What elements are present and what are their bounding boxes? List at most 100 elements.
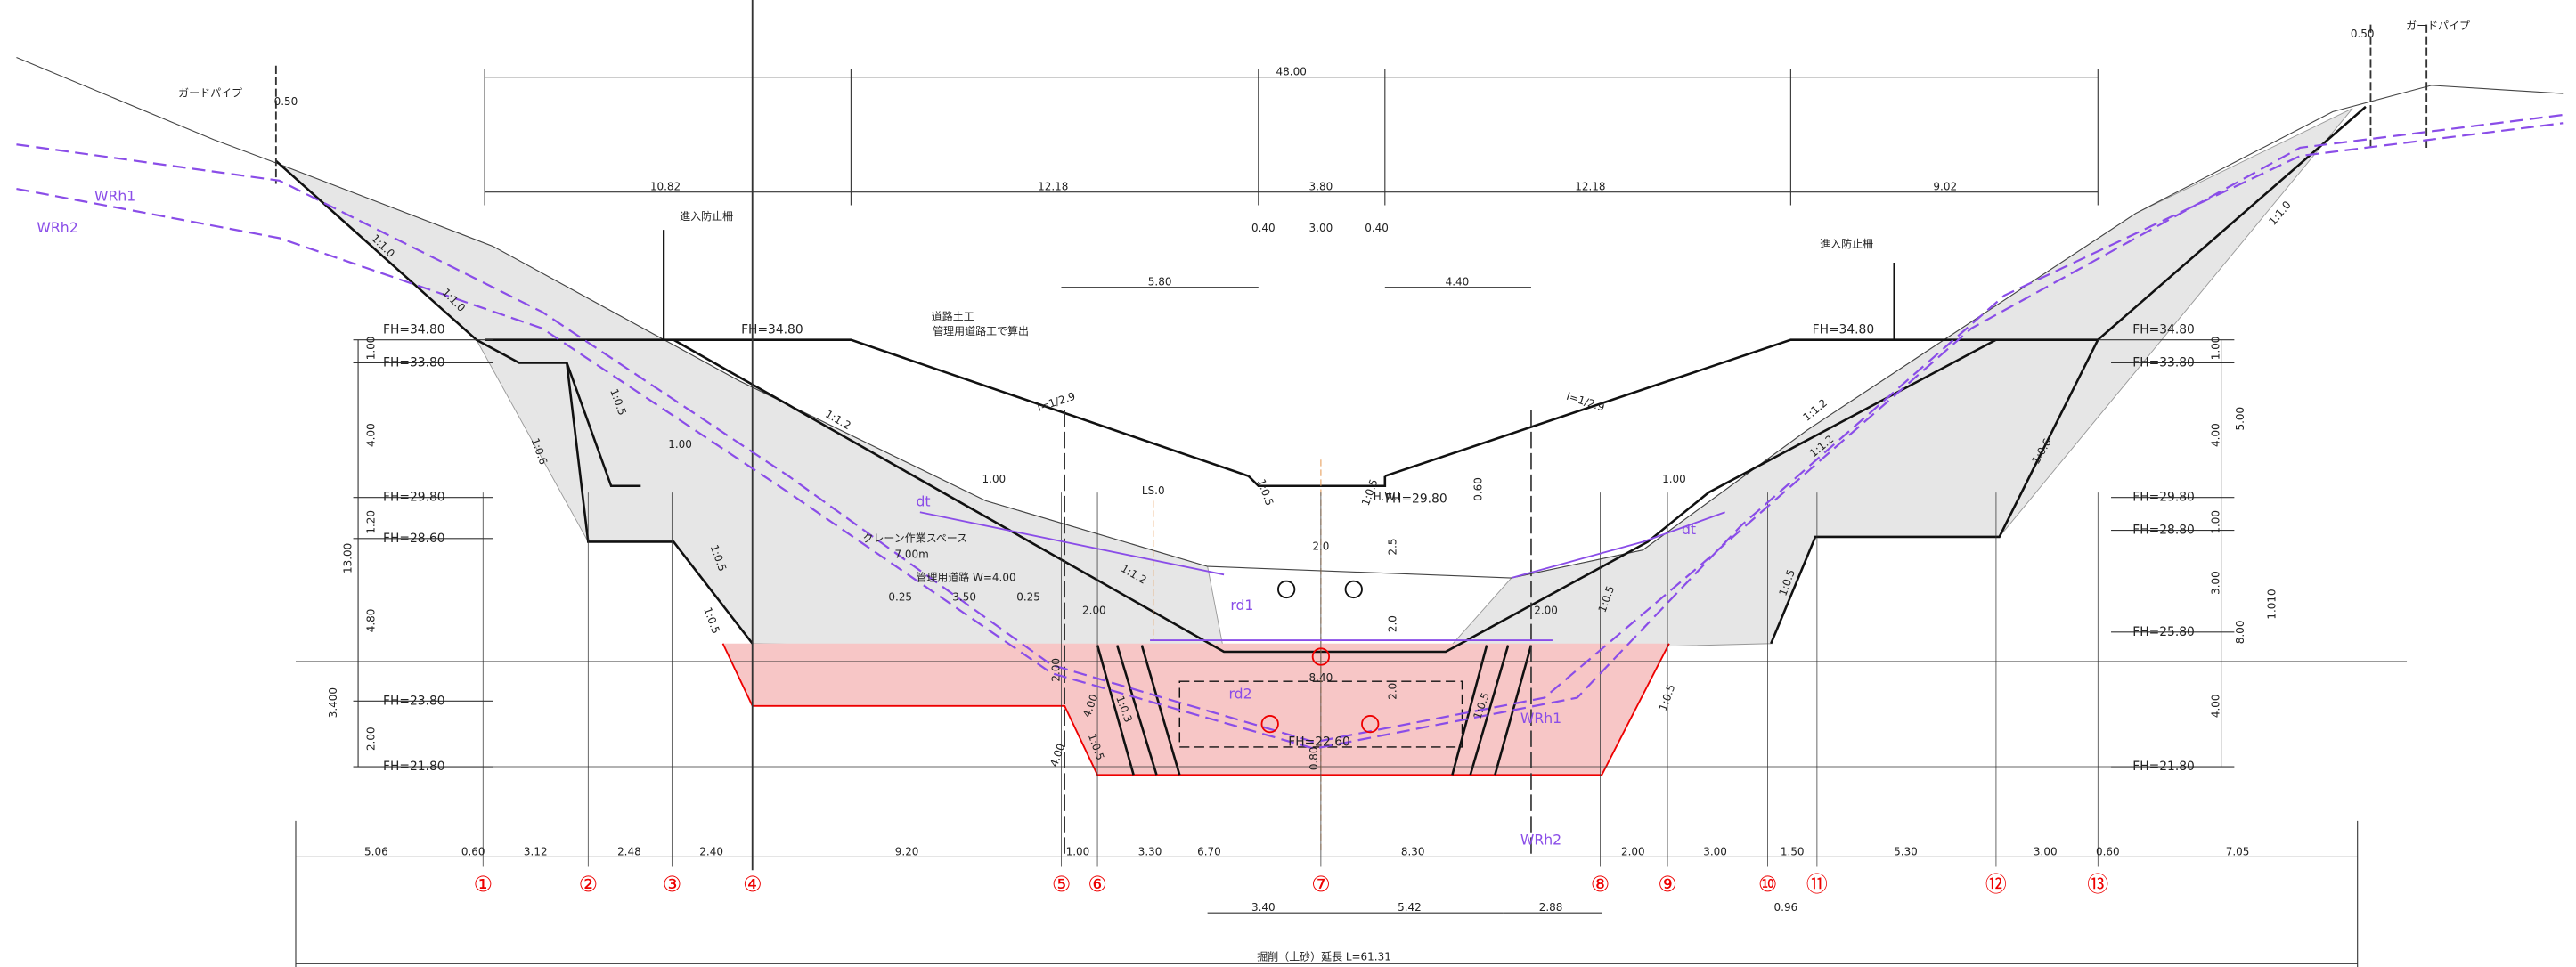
dimension-label: 48.00 — [1276, 66, 1307, 78]
dimension-label: 2.00 — [364, 727, 377, 751]
annotation: 進入防止柵 — [1820, 237, 1873, 250]
dimension-label: 0.80 — [1308, 747, 1320, 771]
dimension-label: 2.48 — [617, 845, 641, 857]
annotation: H.W.L — [1374, 491, 1404, 503]
water-level-dt — [1511, 511, 1725, 579]
dimension-label: 2.88 — [1539, 901, 1563, 914]
pipe — [1277, 580, 1296, 599]
trench-wall — [1115, 645, 1158, 776]
level-label: FH=34.80 — [1813, 323, 1875, 337]
station-number: ④ — [743, 872, 762, 897]
dimension-label: 13.00 — [342, 543, 355, 573]
dimension-label: 12.18 — [1575, 181, 1605, 193]
cut-left-bench — [566, 362, 641, 488]
dimension-label: 0.40 — [1365, 222, 1389, 234]
annotation: 管理用道路工で算出 — [933, 324, 1029, 337]
dimension-label: 1.20 — [364, 510, 377, 534]
road-left — [485, 338, 1250, 477]
station-number: ⑥ — [1088, 872, 1107, 897]
dimension-label: 3.80 — [1309, 181, 1333, 193]
dimension-label: 5.80 — [1148, 276, 1172, 288]
dimension-label: 5.42 — [1398, 901, 1422, 914]
dimension-label: 0.60 — [2096, 845, 2120, 857]
slope-label: 1:0.5 — [1657, 683, 1678, 713]
ground-line — [16, 57, 2564, 579]
pipe — [1344, 580, 1363, 599]
dimension-label: 4.00 — [364, 423, 377, 447]
station-number: ⑨ — [1658, 872, 1677, 897]
dimension-label: 1.00 — [982, 473, 1007, 485]
dimension-label: 8.40 — [1309, 671, 1333, 684]
dimension-label: 1.00 — [1066, 845, 1090, 857]
dimension-label: 3.30 — [1138, 845, 1162, 857]
level-label: FH=29.80 — [2132, 491, 2195, 505]
station-number: ③ — [663, 872, 682, 897]
water-level-wrh1 — [16, 113, 2564, 744]
dimension-label: 10.82 — [650, 181, 681, 193]
pipe-red — [1260, 714, 1279, 734]
dimension-label: 3.00 — [2034, 845, 2058, 857]
level-label: FH=28.60 — [383, 532, 445, 546]
dimension-label: 2.00 — [1621, 845, 1645, 857]
level-label: FH=25.80 — [2132, 625, 2195, 639]
pipe-red — [1311, 647, 1331, 666]
excavation-area — [722, 643, 1669, 776]
station-number: ② — [579, 872, 599, 897]
dimension-label: 0.60 — [1471, 477, 1484, 501]
station-number: ⑪ — [1806, 872, 1828, 897]
dimension-label: 5.06 — [364, 845, 388, 857]
dimension-label: 9.20 — [895, 845, 919, 857]
dimension-label: 4.00 — [2210, 423, 2222, 447]
dimension-label: 3.50 — [952, 591, 976, 604]
water-level-label: WRh1 — [1520, 710, 1561, 727]
annotation: 7.00m — [894, 549, 928, 561]
dimension-label: 3.00 — [1703, 845, 1727, 857]
cut-right — [1770, 105, 2367, 645]
station-number: ⑧ — [1591, 872, 1610, 897]
dimension-label: 1.50 — [1781, 845, 1805, 857]
dimension-label: 3.400 — [327, 687, 339, 718]
dimension-label: 3.00 — [2210, 571, 2222, 595]
annotation: クレーン作業スペース — [862, 532, 967, 544]
dimension-label: 7.05 — [2226, 845, 2250, 857]
station-number: ⑩ — [1758, 872, 1778, 897]
level-label: FH=34.80 — [741, 323, 803, 337]
dimension-label: 12.18 — [1038, 181, 1068, 193]
annotation: LS.0 — [1142, 484, 1165, 497]
dimension-label: 1.00 — [2210, 337, 2222, 361]
dimension-label: 2.0 — [1387, 683, 1399, 700]
station-number: ① — [473, 872, 493, 897]
level-label: FH=33.80 — [2132, 355, 2195, 370]
water-level-wrh2 — [16, 122, 2564, 750]
dimension-label: 2.5 — [1387, 538, 1399, 555]
level-label: FH=33.80 — [383, 355, 445, 370]
dimension-label: 2.00 — [1049, 658, 1062, 682]
dimension-label: 1.010 — [2265, 589, 2278, 619]
trench-wall — [1096, 645, 1135, 776]
trench-wall — [1140, 645, 1181, 776]
water-level-label: dt — [917, 493, 931, 510]
dimension-label: 2.0 — [1387, 615, 1399, 632]
station-number: ⑫ — [1985, 872, 2007, 897]
trench-wall — [1469, 645, 1510, 776]
gradient-label: I=1/2.9 — [1565, 390, 1606, 414]
dimension-label: 3.12 — [524, 845, 548, 857]
level-label: FH=22.60 — [1288, 735, 1350, 749]
dimension-label: 3.00 — [1309, 222, 1333, 234]
annotation: 進入防止柵 — [680, 209, 733, 223]
inner-slope — [673, 338, 1997, 654]
pipe-red — [1361, 714, 1380, 734]
dimension-label: 6.70 — [1197, 845, 1221, 857]
dimension-label: 2.00 — [1534, 604, 1558, 616]
dimension-label: 5.00 — [2234, 407, 2246, 431]
station-number: ⑬ — [2087, 872, 2108, 897]
total-length: 掘削（土砂）延長 L=61.31 — [1257, 949, 1391, 963]
dimension-label: 1.00 — [668, 438, 692, 451]
water-level-label: WRh2 — [1520, 832, 1561, 849]
dimension-label: 2.0 — [1312, 540, 1329, 552]
dimension-label: 1.00 — [364, 337, 377, 361]
dimension-label: 4.40 — [1446, 276, 1470, 288]
dimension-label: 1.00 — [2210, 510, 2222, 534]
dimension-label: 2.00 — [1082, 604, 1106, 616]
